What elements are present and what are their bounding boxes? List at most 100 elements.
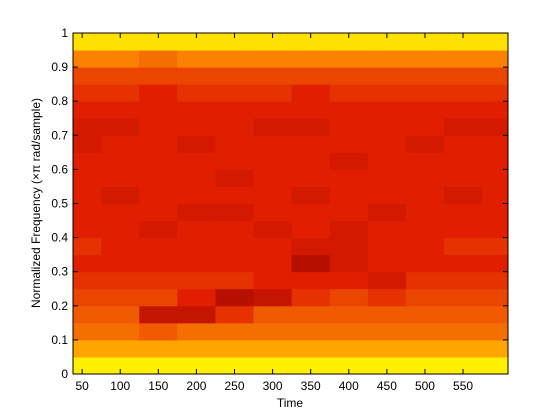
y-tick-label: 0.6	[51, 162, 68, 176]
heatmap-cell	[139, 118, 178, 136]
heatmap-cell	[444, 237, 483, 256]
heatmap-cell	[177, 356, 216, 374]
heatmap-cell	[215, 254, 255, 273]
heatmap-cell	[253, 254, 293, 273]
heatmap-cell	[482, 152, 508, 170]
heatmap-cell	[405, 50, 445, 68]
heatmap	[73, 33, 508, 374]
heatmap-cell	[291, 186, 331, 204]
heatmap-cell	[139, 50, 178, 68]
heatmap-cell	[253, 288, 293, 307]
heatmap-cell	[139, 237, 178, 256]
heatmap-cell	[139, 339, 178, 358]
heatmap-cell	[329, 254, 369, 273]
heatmap-cell	[139, 84, 178, 102]
heatmap-cell	[329, 237, 369, 256]
heatmap-cell	[482, 305, 508, 324]
heatmap-cell	[367, 67, 407, 85]
heatmap-cell	[73, 33, 102, 51]
heatmap-cell	[215, 135, 255, 153]
heatmap-cell	[101, 220, 140, 239]
heatmap-cell	[215, 237, 255, 256]
heatmap-cell	[253, 356, 293, 374]
heatmap-cell	[101, 288, 140, 307]
x-tick-label: 250	[224, 379, 244, 393]
heatmap-cell	[367, 135, 407, 153]
heatmap-cell	[367, 237, 407, 256]
heatmap-cell	[177, 322, 216, 341]
heatmap-cell	[405, 237, 445, 256]
heatmap-cell	[101, 33, 140, 51]
heatmap-cell	[253, 169, 293, 187]
heatmap-cell	[482, 84, 508, 102]
heatmap-cell	[177, 254, 216, 273]
heatmap-cell	[73, 101, 102, 119]
heatmap-cell	[177, 305, 216, 324]
heatmap-cell	[101, 356, 140, 374]
heatmap-cell	[291, 50, 331, 68]
heatmap-cell	[101, 237, 140, 256]
heatmap-cell	[253, 84, 293, 102]
heatmap-cell	[253, 135, 293, 153]
heatmap-cell	[215, 118, 255, 136]
heatmap-cell	[367, 288, 407, 307]
x-tick-label: 550	[453, 379, 473, 393]
heatmap-cell	[139, 254, 178, 273]
heatmap-cell	[329, 169, 369, 187]
heatmap-cell	[177, 220, 216, 239]
heatmap-cell	[101, 84, 140, 102]
heatmap-cell	[367, 203, 407, 222]
heatmap-cell	[73, 186, 102, 204]
heatmap-cell	[215, 152, 255, 170]
heatmap-cell	[101, 322, 140, 341]
heatmap-cell	[139, 220, 178, 239]
heatmap-cell	[177, 288, 216, 307]
heatmap-cell	[367, 50, 407, 68]
heatmap-cell	[444, 101, 483, 119]
heatmap-cell	[329, 305, 369, 324]
heatmap-cell	[405, 271, 445, 290]
heatmap-cell	[73, 84, 102, 102]
heatmap-cell	[73, 254, 102, 273]
heatmap-cell	[367, 169, 407, 187]
heatmap-cell	[367, 322, 407, 341]
heatmap-cell	[101, 203, 140, 222]
heatmap-cell	[367, 254, 407, 273]
heatmap-cell	[405, 118, 445, 136]
heatmap-cell	[291, 322, 331, 341]
heatmap-cell	[405, 322, 445, 341]
heatmap-cell	[444, 67, 483, 85]
heatmap-cell	[482, 271, 508, 290]
heatmap-cell	[177, 203, 216, 222]
heatmap-cell	[444, 33, 483, 51]
x-tick-label: 500	[415, 379, 435, 393]
heatmap-cell	[73, 356, 102, 374]
heatmap-cell	[177, 118, 216, 136]
heatmap-cell	[253, 339, 293, 358]
x-tick-label: 50	[75, 379, 89, 393]
heatmap-cell	[405, 84, 445, 102]
heatmap-cell	[482, 67, 508, 85]
x-tick-label: 450	[377, 379, 397, 393]
heatmap-cell	[482, 33, 508, 51]
heatmap-cell	[405, 169, 445, 187]
heatmap-cell	[215, 322, 255, 341]
heatmap-cell	[405, 220, 445, 239]
heatmap-cell	[73, 118, 102, 136]
heatmap-cell	[177, 135, 216, 153]
heatmap-cell	[444, 50, 483, 68]
y-tick-label: 0.7	[51, 128, 68, 142]
heatmap-cell	[253, 305, 293, 324]
heatmap-cell	[482, 220, 508, 239]
heatmap-cell	[329, 339, 369, 358]
heatmap-cell	[329, 186, 369, 204]
heatmap-cell	[482, 322, 508, 341]
heatmap-cell	[101, 67, 140, 85]
x-tick-label: 100	[110, 379, 130, 393]
heatmap-cell	[291, 305, 331, 324]
heatmap-cell	[177, 67, 216, 85]
heatmap-cell	[139, 135, 178, 153]
heatmap-cell	[215, 84, 255, 102]
heatmap-cell	[177, 84, 216, 102]
heatmap-cell	[215, 339, 255, 358]
